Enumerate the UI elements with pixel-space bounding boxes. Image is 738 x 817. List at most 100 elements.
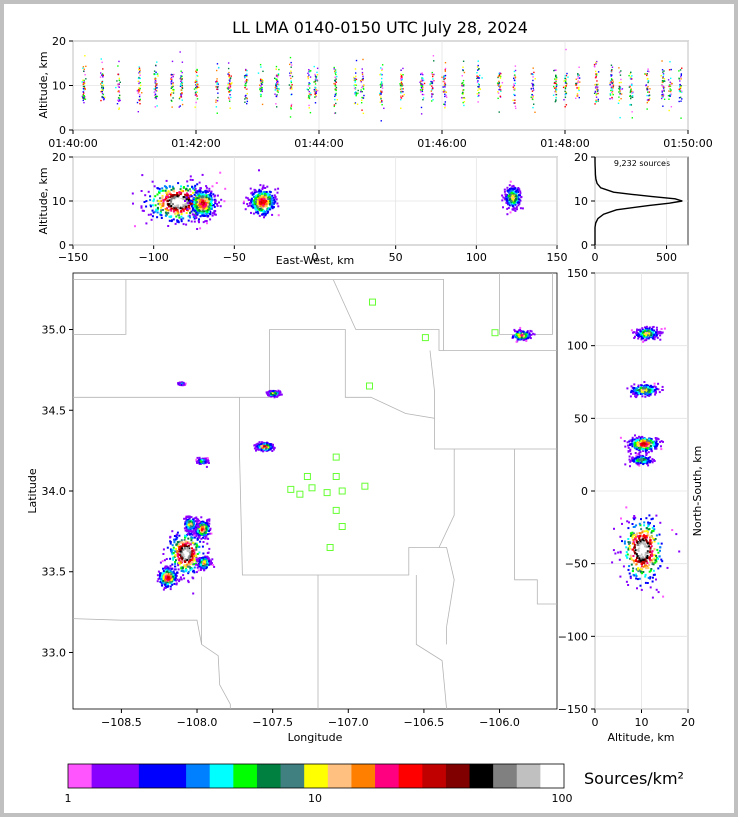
source-density-cell: [264, 201, 267, 204]
source-density-cell: [171, 548, 174, 551]
source-density-cell: [275, 198, 278, 201]
source-density-cell: [276, 191, 279, 194]
source-point: [216, 100, 219, 102]
source-point: [662, 73, 665, 75]
source-point: [678, 90, 681, 92]
source-point: [138, 87, 140, 89]
source-density-cell: [202, 197, 205, 200]
source-point: [275, 68, 277, 70]
source-point: [244, 84, 246, 86]
source-density-cell: [266, 203, 269, 205]
source-density-cell: [513, 188, 516, 191]
source-density-cell: [151, 209, 154, 212]
source-density-cell: [514, 334, 517, 337]
source-point: [138, 76, 140, 79]
source-density-cell: [210, 532, 213, 535]
source-density-cell: [266, 185, 269, 188]
source-density-cell: [194, 199, 197, 202]
source-point: [276, 94, 278, 96]
source-density-cell: [206, 210, 209, 213]
source-density-cell: [250, 211, 252, 214]
source-point: [170, 78, 173, 81]
source-point: [593, 92, 596, 95]
source-density-cell: [205, 560, 208, 563]
source-point: [181, 103, 184, 106]
source-point: [630, 96, 632, 98]
source-density-cell: [202, 204, 205, 207]
source-density-cell: [183, 517, 186, 520]
source-point: [217, 92, 219, 94]
source-point: [196, 82, 198, 84]
source-point: [361, 68, 363, 70]
source-density-cell: [516, 336, 519, 339]
source-point: [563, 80, 565, 82]
source-density-cell: [263, 194, 266, 197]
source-point: [631, 111, 633, 113]
source-point: [99, 72, 102, 74]
x-tick-label: 01:46:00: [417, 137, 466, 150]
source-point: [309, 95, 311, 97]
source-point: [669, 85, 671, 87]
source-point: [231, 82, 233, 84]
source-density-cell: [184, 196, 187, 199]
source-density-cell: [185, 547, 187, 550]
source-point: [363, 94, 365, 97]
source-point: [597, 92, 599, 95]
source-density-cell: [179, 188, 182, 191]
source-point: [383, 107, 385, 110]
source-point: [620, 97, 622, 100]
source-point: [244, 81, 246, 83]
source-density-cell: [202, 563, 205, 565]
source-point: [381, 83, 383, 85]
source-point: [227, 62, 230, 64]
source-point: [316, 74, 319, 76]
source-density-cell: [209, 527, 212, 530]
source-density-cell: [522, 330, 525, 333]
source-density-cell: [188, 563, 191, 566]
source-density-cell: [165, 186, 168, 189]
source-density-cell: [178, 554, 181, 557]
source-point: [462, 66, 464, 68]
source-point: [564, 85, 566, 88]
source-density-cell: [196, 183, 199, 186]
source-point: [334, 80, 337, 83]
source-density-cell: [175, 195, 178, 198]
source-density-cell: [184, 207, 187, 210]
source-density-cell: [184, 565, 187, 568]
county-boundary: [438, 449, 455, 548]
source-point: [179, 96, 181, 99]
x-tick-label: 500: [656, 251, 677, 264]
source-point: [478, 84, 480, 86]
source-density-cell: [195, 458, 198, 461]
source-density-cell: [180, 191, 183, 194]
source-density-cell: [156, 580, 159, 583]
source-point: [595, 94, 597, 96]
source-density-cell: [182, 205, 185, 208]
x-tick-label: −50: [223, 251, 246, 264]
source-point: [555, 100, 557, 102]
source-point: [309, 111, 312, 114]
source-density-cell: [208, 190, 211, 192]
x-tick-label: 50: [389, 251, 403, 264]
source-density-cell: [205, 528, 208, 531]
source-point: [216, 112, 218, 114]
source-point: [564, 96, 567, 98]
source-point: [421, 80, 424, 82]
county-boundary: [332, 279, 557, 351]
source-point: [421, 89, 423, 91]
source-point: [629, 72, 631, 75]
source-density-cell: [161, 581, 164, 584]
source-point: [444, 85, 446, 88]
source-point: [577, 77, 579, 80]
source-point: [514, 87, 516, 90]
source-point: [291, 75, 294, 78]
county-boundary: [238, 397, 455, 627]
source-density-cell: [268, 448, 271, 451]
source-density-cell: [185, 553, 188, 556]
source-point: [278, 83, 280, 86]
source-density-cell: [174, 538, 177, 541]
source-point: [419, 81, 421, 83]
source-point: [117, 65, 119, 67]
source-point: [228, 99, 231, 101]
source-density-cell: [140, 206, 143, 209]
